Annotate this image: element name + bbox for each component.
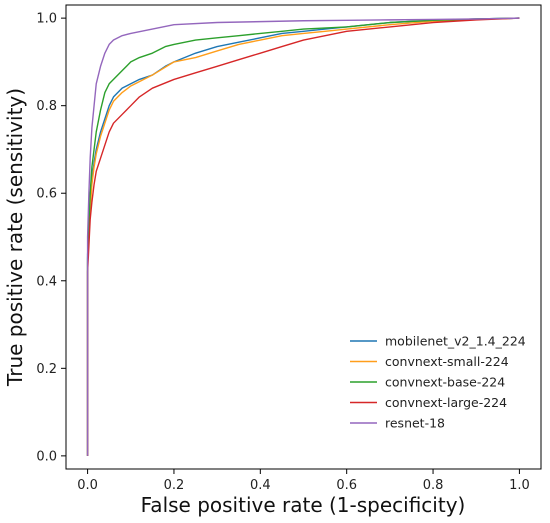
- x-tick-label: 0.0: [77, 478, 98, 493]
- y-tick-label: 0.2: [36, 362, 57, 377]
- x-tick-label: 0.4: [250, 478, 271, 493]
- series-line-2: [86, 17, 520, 456]
- y-tick-label: 0.4: [36, 274, 57, 289]
- x-axis-ticks: 0.0 0.2 0.4 0.6 0.8 1.0: [77, 469, 530, 493]
- legend-label: convnext-base-224: [385, 375, 505, 390]
- series-line-4: [86, 17, 520, 456]
- x-tick-label: 0.6: [336, 478, 357, 493]
- x-axis-title: False positive rate (1-specificity): [141, 493, 466, 517]
- series-lines: [86, 17, 520, 456]
- y-tick-label: 1.0: [36, 12, 57, 27]
- legend-label: mobilenet_v2_1.4_224: [385, 334, 526, 349]
- y-tick-label: 0.8: [36, 99, 57, 114]
- x-tick-label: 1.0: [509, 478, 530, 493]
- y-axis-ticks: 0.0 0.2 0.4 0.6 0.8 1.0: [36, 12, 66, 464]
- series-line-3: [86, 17, 520, 456]
- legend-label: convnext-large-224: [385, 395, 507, 410]
- x-tick-label: 0.2: [164, 478, 185, 493]
- series-line-1: [86, 17, 520, 456]
- x-tick-label: 0.8: [423, 478, 444, 493]
- legend-box: [340, 330, 532, 432]
- legend-label: convnext-small-224: [385, 354, 509, 369]
- legend-label: resnet-18: [385, 416, 445, 431]
- y-tick-label: 0.0: [36, 449, 57, 464]
- plot-area-frame: [65, 4, 542, 470]
- y-axis-title: True positive rate (sensitivity): [3, 88, 27, 387]
- legend: mobilenet_v2_1.4_224 convnext-small-224 co…: [340, 330, 532, 432]
- y-tick-label: 0.6: [36, 187, 57, 202]
